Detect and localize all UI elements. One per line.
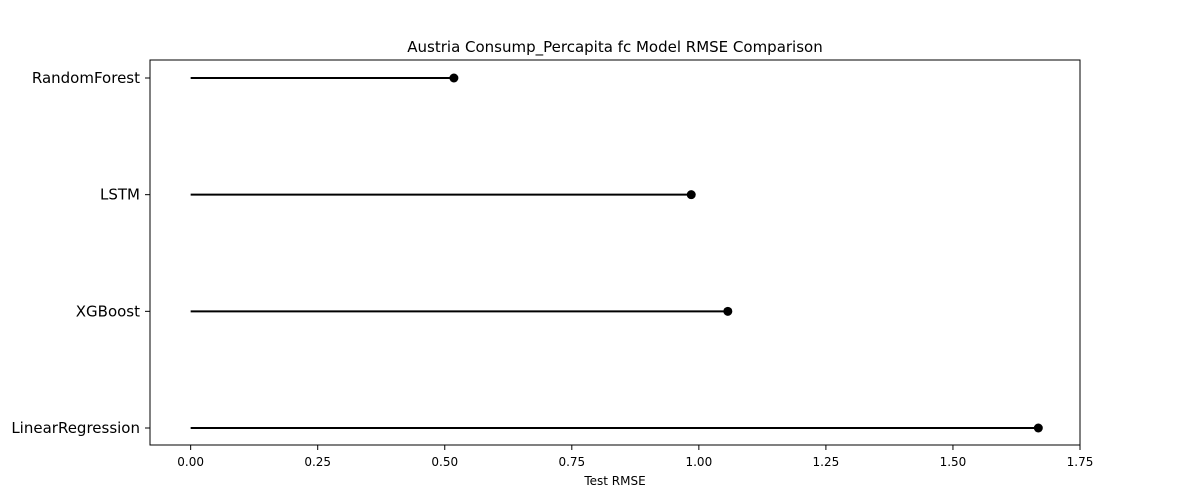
x-axis-ticks: 0.00 0.25 0.50 0.75 1.00 1.25 1.50 1.75 — [177, 445, 1093, 469]
x-tick-label: 0.50 — [431, 455, 458, 469]
dot-linearregression — [1033, 423, 1043, 433]
x-tick-label: 0.75 — [558, 455, 585, 469]
category-label-randomforest: RandomForest — [32, 69, 140, 87]
x-tick-label: 0.00 — [177, 455, 204, 469]
dot-lstm — [686, 190, 696, 200]
x-tick-label: 1.25 — [813, 455, 840, 469]
plot-frame — [149, 59, 1081, 446]
x-tick-label: 1.00 — [685, 455, 712, 469]
category-label-linearregression: LinearRegression — [11, 419, 140, 437]
x-tick-label: 1.75 — [1067, 455, 1094, 469]
dot-xgboost — [723, 306, 733, 316]
dots-group — [449, 73, 1043, 433]
stems-group — [190, 77, 1039, 429]
x-tick-label: 1.50 — [940, 455, 967, 469]
x-axis-label: Test RMSE — [583, 474, 645, 488]
category-label-lstm: LSTM — [100, 186, 140, 204]
x-tick-label: 0.25 — [304, 455, 331, 469]
chart-title: Austria Consump_Percapita fc Model RMSE … — [407, 38, 822, 57]
dot-randomforest — [449, 73, 459, 83]
category-labels: RandomForest LSTM XGBoost LinearRegression — [11, 69, 150, 437]
category-label-xgboost: XGBoost — [76, 302, 140, 320]
